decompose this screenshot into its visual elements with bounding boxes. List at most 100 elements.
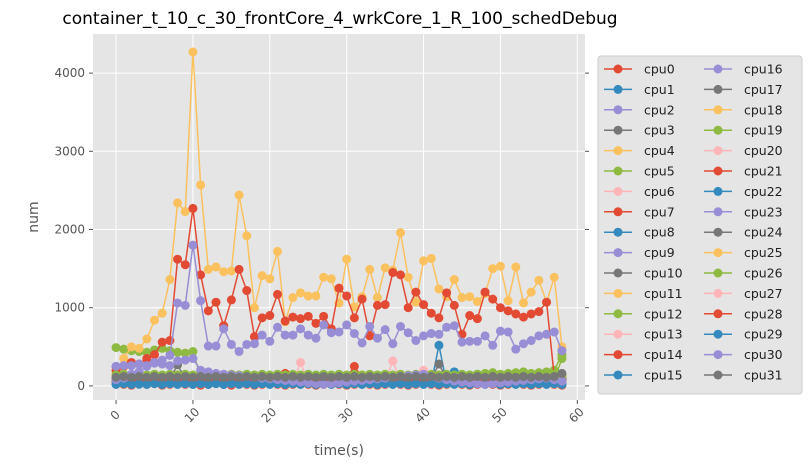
- data-point: [434, 340, 444, 350]
- data-point: [495, 261, 505, 271]
- data-point: [157, 308, 167, 318]
- x-axis-label: time(s): [314, 443, 364, 459]
- data-point: [349, 361, 359, 371]
- data-point: [273, 372, 282, 382]
- data-point: [134, 379, 144, 389]
- data-point: [249, 372, 259, 382]
- data-point: [488, 379, 498, 389]
- data-point: [495, 372, 505, 382]
- legend-marker: [613, 105, 623, 115]
- legend-marker: [713, 84, 723, 94]
- data-point: [311, 291, 321, 301]
- data-point: [411, 297, 421, 307]
- legend-item-cpu27: cpu27: [704, 286, 783, 301]
- data-point: [234, 372, 244, 382]
- data-point: [219, 267, 229, 277]
- legend-item-cpu26: cpu26: [704, 266, 783, 281]
- data-point: [165, 361, 175, 371]
- legend-marker: [713, 105, 723, 115]
- data-point: [303, 372, 313, 382]
- data-point: [557, 376, 567, 386]
- data-point: [503, 296, 513, 306]
- data-point: [403, 303, 413, 313]
- data-point: [472, 296, 482, 306]
- legend-label: cpu21: [744, 164, 783, 179]
- data-point: [434, 284, 444, 294]
- data-point: [242, 372, 252, 382]
- series-cpu14: [111, 203, 567, 382]
- data-point: [219, 379, 229, 389]
- legend: cpu0 cpu1 cpu2 cpu3 cpu4 cpu5 cpu6 cpu7 cpu8 cpu9…: [597, 55, 803, 395]
- data-point: [549, 272, 559, 282]
- data-point: [396, 321, 405, 331]
- data-point: [434, 372, 444, 382]
- legend-marker: [613, 329, 623, 339]
- data-point: [211, 297, 221, 307]
- series-cpu31: [111, 368, 567, 382]
- data-point: [342, 320, 352, 330]
- data-point: [288, 372, 298, 382]
- legend-item-cpu2: cpu2: [604, 102, 675, 117]
- data-point: [334, 372, 344, 382]
- data-point: [372, 293, 382, 303]
- data-point: [526, 336, 536, 346]
- legend-label: cpu25: [744, 245, 783, 260]
- series-cpu16: [111, 240, 567, 371]
- data-point: [380, 300, 390, 310]
- data-point: [349, 302, 359, 312]
- data-point: [357, 372, 367, 382]
- data-point: [173, 347, 183, 357]
- data-point: [434, 379, 444, 389]
- y-axis-label: num: [26, 201, 42, 232]
- data-point: [411, 287, 421, 297]
- legend-marker: [613, 227, 623, 237]
- legend-label: cpu13: [644, 327, 683, 342]
- legend-item-cpu9: cpu9: [604, 245, 675, 260]
- legend-item-cpu31: cpu31: [704, 368, 783, 383]
- data-point: [126, 372, 136, 382]
- data-point: [411, 379, 421, 389]
- legend-label: cpu20: [744, 143, 783, 158]
- data-point: [457, 337, 467, 347]
- data-point: [180, 207, 190, 217]
- data-point: [472, 379, 482, 389]
- legend-label: cpu29: [744, 327, 783, 342]
- data-point: [273, 246, 282, 256]
- data-point: [449, 372, 459, 382]
- data-point: [419, 256, 429, 266]
- data-point: [196, 270, 206, 280]
- legend-marker: [713, 166, 723, 176]
- data-point: [173, 356, 183, 366]
- data-point: [426, 253, 436, 263]
- data-point: [319, 311, 329, 321]
- data-point: [219, 324, 229, 334]
- legend-label: cpu15: [644, 368, 683, 383]
- data-point: [226, 339, 236, 349]
- legend-label: cpu3: [644, 123, 675, 138]
- data-point: [449, 321, 459, 331]
- data-point: [142, 354, 152, 364]
- legend-marker: [613, 166, 623, 176]
- data-point: [357, 338, 367, 348]
- data-point: [442, 322, 452, 332]
- data-point: [480, 331, 490, 341]
- data-point: [242, 379, 252, 389]
- data-point: [380, 325, 390, 335]
- legend-item-cpu13: cpu13: [604, 327, 683, 342]
- legend-item-cpu10: cpu10: [604, 266, 683, 281]
- legend-label: cpu10: [644, 266, 683, 281]
- legend-item-cpu1: cpu1: [604, 82, 675, 97]
- legend-marker: [613, 207, 623, 217]
- data-point: [365, 372, 375, 382]
- data-point: [457, 293, 467, 303]
- data-point: [326, 372, 336, 382]
- y-tick-label: 4000: [54, 66, 85, 80]
- data-point: [372, 333, 382, 343]
- legend-marker: [713, 64, 723, 74]
- data-point: [265, 311, 275, 321]
- data-point: [226, 372, 236, 382]
- data-point: [165, 372, 175, 382]
- legend-marker: [613, 288, 623, 298]
- data-point: [557, 354, 567, 364]
